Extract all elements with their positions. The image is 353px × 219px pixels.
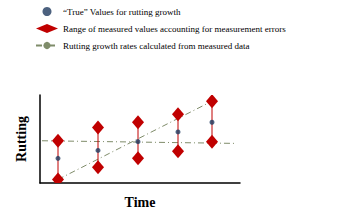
- svg-text:Time: Time: [125, 195, 156, 210]
- svg-text:Range of measured values accou: Range of measured values accounting for …: [63, 24, 286, 34]
- svg-text:“True” Values for rutting grow: “True” Values for rutting growth: [63, 7, 181, 17]
- svg-text:Rutting growth rates calculate: Rutting growth rates calculated from mea…: [63, 41, 249, 51]
- svg-text:Rutting: Rutting: [14, 116, 29, 162]
